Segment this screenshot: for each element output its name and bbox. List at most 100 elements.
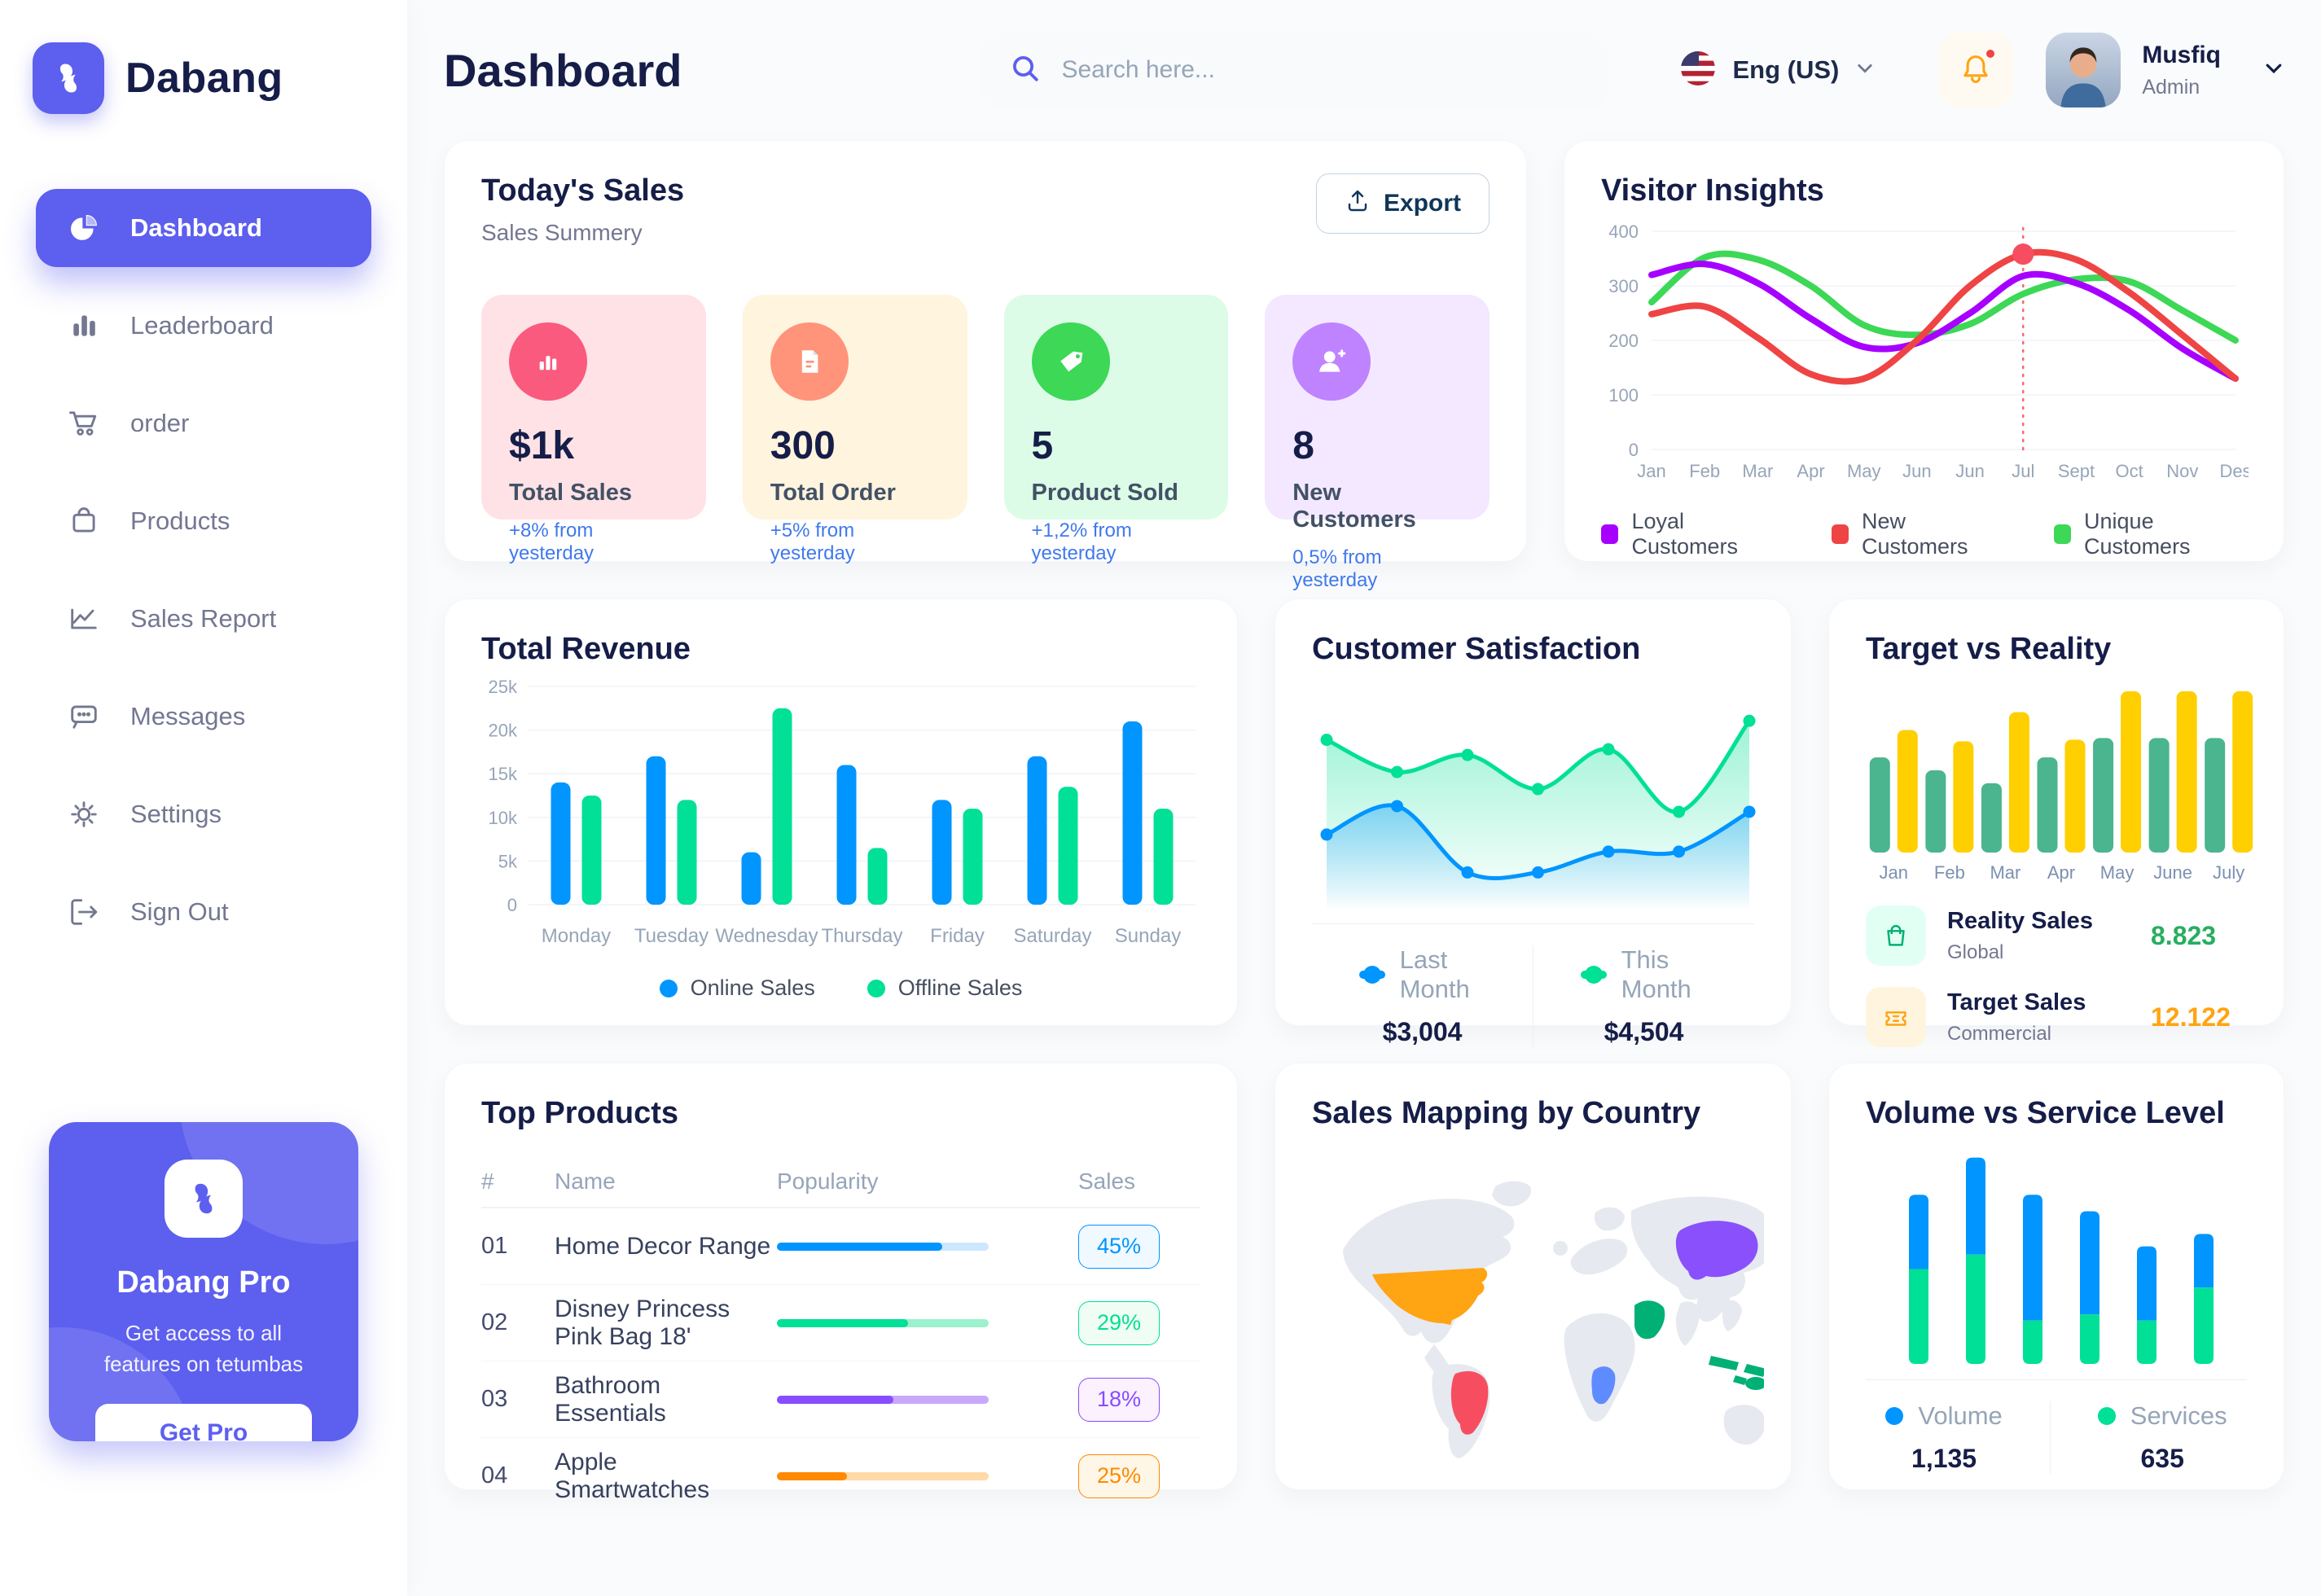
legend-line-dot [1359, 971, 1385, 979]
sidebar-item-label: order [130, 409, 190, 437]
svg-text:Mar: Mar [1742, 461, 1773, 481]
gear-icon [65, 796, 103, 833]
stats-icon [509, 322, 587, 401]
cart-icon [65, 405, 103, 442]
language-selector[interactable]: Eng (US) [1680, 50, 1875, 90]
sidebar-item-leaderboard[interactable]: Leaderboard [36, 287, 371, 365]
map-png[interactable] [1745, 1377, 1766, 1390]
popularity-fill [777, 1318, 909, 1327]
product-name: Home Decor Range [555, 1232, 771, 1260]
legend-label: Volume [1918, 1401, 2003, 1430]
shopping-bag-icon [1866, 905, 1926, 966]
ticket-icon [1866, 987, 1926, 1047]
col-header: Sales [1078, 1168, 1136, 1194]
customer-satisfaction-chart [1312, 677, 1756, 917]
target-vs-reality-legend: Reality Sales Global 8.823 Target Sales [1866, 905, 2247, 1047]
svg-text:Jun: Jun [1955, 461, 1984, 481]
visitor-insights-title: Visitor Insights [1601, 173, 1824, 208]
svg-text:5k: 5k [498, 851, 518, 871]
user-menu[interactable]: Musfiq Admin [2046, 33, 2284, 107]
legend-line-dot [1581, 971, 1607, 979]
map-indonesia[interactable] [1709, 1356, 1739, 1370]
map-saudi-arabia[interactable] [1634, 1300, 1665, 1340]
svg-text:Thursday: Thursday [821, 925, 902, 947]
export-button[interactable]: Export [1315, 173, 1490, 234]
search-box[interactable] [981, 32, 1609, 108]
sidebar-item-messages[interactable]: Messages [36, 677, 371, 756]
svg-text:25k: 25k [489, 677, 518, 697]
svg-text:Jul: Jul [2012, 461, 2034, 481]
legend-label: New Customers [1861, 509, 1968, 559]
legend-row-target: Target Sales Commercial 12.122 [1866, 987, 2247, 1047]
stat-delta: 0,5% from yesterday [1292, 546, 1382, 591]
map-brazil[interactable] [1450, 1370, 1489, 1435]
sidebar-item-settings[interactable]: Settings [36, 775, 371, 853]
sidebar-item-sales-report[interactable]: Sales Report [36, 580, 371, 658]
visitor-insights-chart: 0 100 200 300 400 Jan Feb Mar Apr May Jun Jun Jul Sep… [1601, 218, 2251, 491]
map-se-asia [1722, 1300, 1742, 1331]
header: Dashboard [444, 0, 2284, 140]
svg-text:10k: 10k [489, 808, 518, 828]
pro-upgrade-card: Dabang Pro Get access to all features on… [49, 1122, 358, 1441]
search-input[interactable] [1061, 56, 1582, 84]
top-products-table: # Name Popularity Sales 01 Home Decor Ra… [481, 1155, 1200, 1514]
svg-text:300: 300 [1608, 276, 1639, 296]
legend-value: 8.823 [2151, 920, 2217, 950]
col-header: Name [555, 1168, 616, 1194]
sidebar-item-label: Settings [130, 800, 222, 828]
sidebar-nav: Dashboard Leaderboard order [0, 189, 407, 951]
svg-text:July: July [2213, 862, 2244, 883]
table-row: 01 Home Decor Range 45% [481, 1208, 1200, 1284]
stat-label: Product Sold [1031, 480, 1178, 506]
divider [1312, 923, 1754, 924]
popularity-fill [777, 1471, 847, 1480]
orders-icon [770, 322, 849, 401]
map-europe [1570, 1239, 1628, 1275]
legend-label: Last Month [1399, 945, 1470, 1003]
divider [1866, 1379, 2247, 1380]
map-china[interactable] [1675, 1221, 1758, 1280]
svg-text:Jan: Jan [1880, 862, 1908, 883]
volume-service-title: Volume vs Service Level [1866, 1096, 2225, 1130]
svg-text:May: May [2100, 862, 2135, 883]
sidebar-item-products[interactable]: Products [36, 482, 371, 560]
target-vs-reality-card: Target vs Reality Jan Feb Mar Apr May June Jul… [1828, 598, 2284, 1047]
notifications-button[interactable] [1938, 33, 2014, 107]
page-title: Dashboard [444, 44, 682, 96]
user-name: Musfiq [2142, 41, 2221, 68]
sidebar-item-order[interactable]: order [36, 384, 371, 463]
map-australia [1723, 1405, 1766, 1445]
todays-sales-title: Today's Sales [481, 173, 685, 208]
export-icon [1345, 187, 1371, 220]
product-rank: 04 [481, 1462, 508, 1489]
svg-text:15k: 15k [489, 764, 518, 784]
stat-card-product-sold: 5 Product Sold +1,2% from yesterday [1003, 295, 1229, 564]
map-scandinavia [1594, 1207, 1625, 1231]
stat-card-new-customers: 8 New Customers 0,5% from yesterday [1265, 295, 1490, 591]
legend-subtitle: Global [1947, 940, 2004, 963]
sales-badge: 45% [1078, 1224, 1160, 1269]
pie-chart-icon [65, 209, 103, 247]
map-congo[interactable] [1591, 1366, 1616, 1405]
brand-name: Dabang [125, 55, 283, 102]
legend-label: Services [2130, 1401, 2227, 1430]
map-indonesia[interactable] [1733, 1375, 1747, 1385]
customer-satisfaction-legend: Last Month $3,004 This Month $4,504 [1312, 945, 1754, 1047]
line-chart-icon [65, 600, 103, 638]
get-pro-button[interactable]: Get Pro [95, 1404, 312, 1441]
map-india [1675, 1301, 1700, 1346]
sidebar-item-label: Products [130, 506, 230, 535]
map-usa[interactable] [1372, 1268, 1488, 1325]
top-products-title: Top Products [481, 1096, 679, 1130]
sidebar-item-dashboard[interactable]: Dashboard [36, 189, 371, 267]
sidebar-item-sign-out[interactable]: Sign Out [36, 873, 371, 951]
legend-label: Online Sales [690, 976, 815, 1000]
product-name: Disney Princess Pink Bag 18' [555, 1295, 731, 1350]
avatar[interactable] [2046, 33, 2121, 107]
total-revenue-legend: Online Sales Offline Sales [481, 976, 1200, 1001]
bag-icon [65, 502, 103, 540]
stat-label: New Customers [1292, 480, 1416, 533]
todays-sales-subtitle: Sales Summery [481, 220, 643, 245]
map-indonesia[interactable] [1744, 1364, 1766, 1377]
volume-service-chart [1866, 1141, 2247, 1373]
